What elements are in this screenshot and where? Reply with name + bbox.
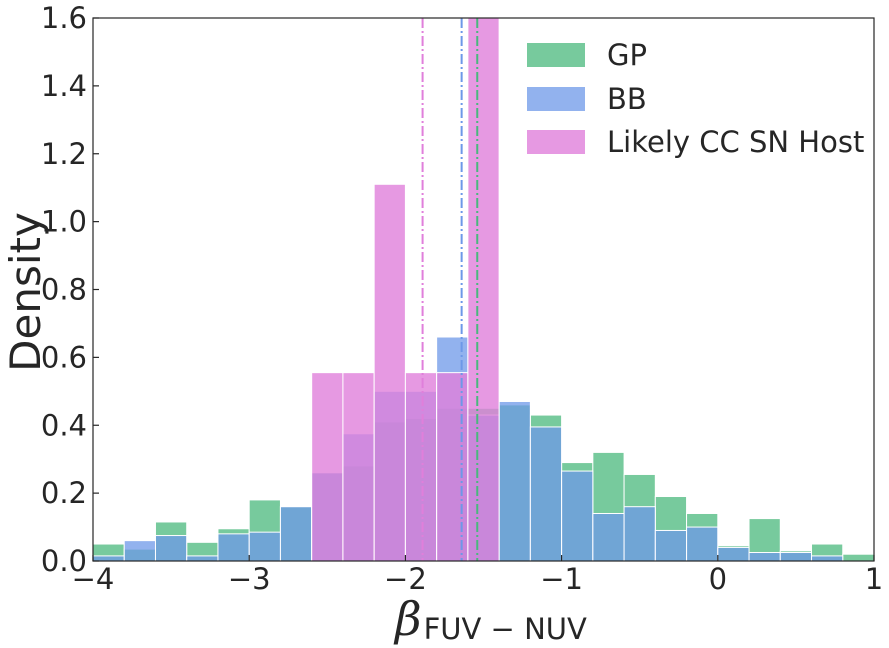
x-tick-label: −3 xyxy=(228,562,271,596)
bar-bb-3 xyxy=(186,555,219,561)
bar-bb-17 xyxy=(623,506,656,561)
x-axis-label-beta: β xyxy=(393,592,422,646)
bar-likely-cc-sn-host-2 xyxy=(373,183,406,561)
y-tick-label: 0.4 xyxy=(41,408,87,442)
bar-bb-2 xyxy=(154,535,188,561)
legend-swatch-bb xyxy=(527,87,585,111)
y-tick-label: 1.4 xyxy=(41,69,87,103)
mean-lines-layer xyxy=(421,18,479,561)
bar-bb-21 xyxy=(748,552,781,561)
bar-bb-22 xyxy=(779,552,813,561)
y-axis-label: Density xyxy=(1,212,50,372)
bar-bb-4 xyxy=(217,533,250,561)
y-tick-label: 0.8 xyxy=(41,273,87,307)
legend-swatch-cc-host xyxy=(527,130,585,154)
x-tick-label: −2 xyxy=(384,562,427,596)
y-tick-label: 0.0 xyxy=(41,544,87,578)
x-tick-label: −1 xyxy=(540,562,583,596)
bar-bb-14 xyxy=(529,426,563,561)
bar-bb-18 xyxy=(654,529,688,561)
bar-bb-16 xyxy=(592,512,625,561)
x-axis-label-subscript: FUV − NUV xyxy=(424,612,587,646)
bar-gp-24 xyxy=(842,553,874,561)
bar-bb-6 xyxy=(279,506,313,561)
bar-bb-1 xyxy=(123,540,156,561)
y-tick-label: 0.2 xyxy=(41,476,87,510)
bar-likely-cc-sn-host-1 xyxy=(342,372,375,561)
legend-swatch-gp xyxy=(527,43,585,67)
bar-bb-19 xyxy=(686,526,719,561)
bar-bb-20 xyxy=(717,546,750,561)
legend-label-cc-host: Likely CC SN Host xyxy=(607,125,864,159)
x-tick-label: 1 xyxy=(865,562,883,596)
legend: GP BB Likely CC SN Host xyxy=(527,38,864,159)
bar-bb-23 xyxy=(811,555,844,561)
y-tick-label: 1.0 xyxy=(41,205,87,239)
bar-likely-cc-sn-host-5 xyxy=(467,18,500,561)
ticks-layer: −4 −3 −2 −1 0 1 0.0 0.2 0.4 0.6 0.8 1.0 1.2 1.4 1.6 xyxy=(41,1,883,596)
x-tick-label: −4 xyxy=(72,562,115,596)
bar-bb-15 xyxy=(561,470,594,561)
bar-bb-13 xyxy=(498,400,531,561)
legend-label-gp: GP xyxy=(607,38,647,72)
bar-bb-0 xyxy=(93,555,125,561)
y-tick-label: 1.2 xyxy=(41,137,87,171)
bars-layer xyxy=(93,18,874,561)
x-axis-label: βFUV − NUV xyxy=(393,592,587,646)
bar-likely-cc-sn-host-0 xyxy=(311,372,344,561)
bar-bb-5 xyxy=(248,531,281,561)
bar-likely-cc-sn-host-4 xyxy=(436,372,469,561)
y-tick-label: 0.6 xyxy=(41,340,87,374)
y-tick-label: 1.6 xyxy=(41,1,87,35)
legend-label-bb: BB xyxy=(607,82,647,116)
bar-likely-cc-sn-host-3 xyxy=(404,372,438,561)
x-tick-label: 0 xyxy=(709,562,727,596)
